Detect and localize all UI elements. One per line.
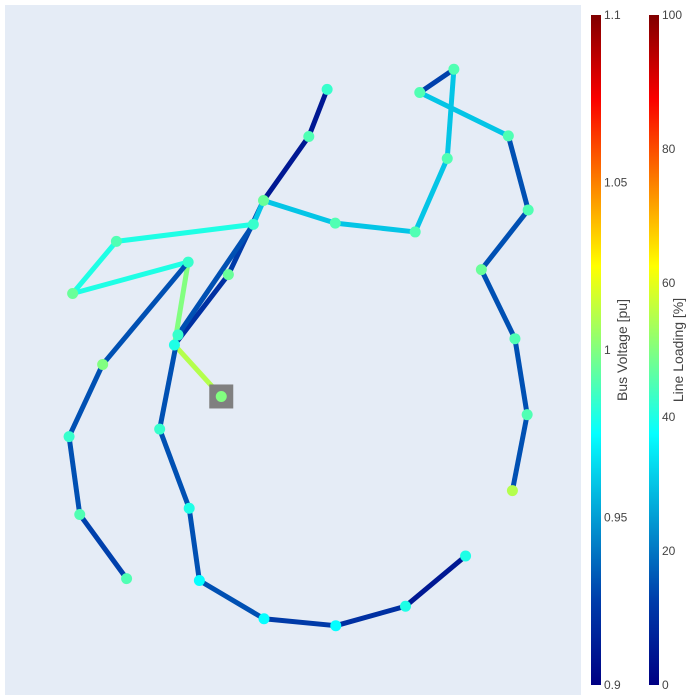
bus-10 [522,204,534,216]
line-12-13 [512,338,530,416]
bus-voltage-colorbar-tick-label: 0.9 [604,678,621,692]
line-loading-colorbar-ticks: 0 20 40 60 80 100 [662,8,682,692]
bus-28 [193,574,205,586]
line-17-26 [157,334,181,430]
line-30-31 [335,603,407,629]
line-5-6 [412,157,450,233]
line-23-24 [66,436,83,515]
bus-9 [502,130,514,142]
bus-3 [247,218,259,230]
line-8-9 [418,90,510,139]
line-11-12 [479,268,518,340]
line-0-1 [306,88,330,138]
line-26-27 [157,428,192,510]
line-loading-colorbar-tick-label: 0 [662,678,669,692]
bus-voltage-colorbar-tick-label: 1 [604,343,611,357]
bus-11 [475,264,487,276]
bus-26 [154,423,166,435]
bus-voltage-colorbar-title: Bus Voltage [pu] [614,299,630,401]
line-1-2 [261,135,311,202]
bus-voltage-colorbar-ticks: 0.9 0.95 1 1.05 1.1 [604,8,628,692]
line-9-10 [505,135,531,211]
bus-24 [74,509,86,521]
bus-5 [409,226,421,238]
line-15-18 [172,273,231,347]
bus-21 [67,287,79,299]
line-2-4 [262,198,337,226]
bus-20 [110,235,122,247]
bus-14 [506,485,518,497]
line-29-30 [263,616,337,629]
bus-voltage-colorbar-tick-label: 1.1 [604,8,621,22]
line-22-23 [66,363,105,438]
bus-0 [321,83,333,95]
line-7-8 [418,67,456,95]
bus-6 [441,152,453,164]
bus-25 [121,573,133,585]
bus-32 [460,550,472,562]
bus-30 [330,620,342,632]
line-layer [66,67,531,629]
bus-15 [222,269,234,281]
bus-18 [168,339,180,351]
bus-voltage-colorbar: 0.9 0.95 1 1.05 1.1 Bus Voltage [pu] [591,8,630,692]
bus-voltage-colorbar-gradient [591,15,601,685]
bus-29 [258,613,270,625]
bus-23 [63,431,75,443]
line-20-21 [70,239,119,296]
bus-voltage-colorbar-tick-label: 0.95 [604,511,628,525]
line-loading-colorbar-tick-label: 20 [662,544,676,558]
bus-12 [509,333,521,345]
line-loading-colorbar-tick-label: 80 [662,142,676,156]
line-19-22 [100,260,191,367]
line-loading-colorbar-gradient [649,15,659,685]
line-21-19 [71,259,189,296]
line-loading-colorbar: 0 20 40 60 80 100 Line Loading [%] [649,8,686,692]
bus-voltage-colorbar-tick-label: 1.05 [604,176,628,190]
bus-2 [258,195,270,207]
line-10-11 [479,208,531,272]
bus-1 [303,130,315,142]
line-6-7 [444,69,457,159]
bus-17 [172,329,184,341]
bus-16 [215,390,227,402]
line-27-28 [186,507,202,581]
line-4-5 [335,220,416,235]
line-loading-colorbar-tick-label: 60 [662,276,676,290]
bus-7 [448,63,460,75]
plot-area [5,5,581,695]
line-24-25 [77,513,129,581]
line-31-32 [403,554,468,609]
line-13-14 [509,414,530,492]
line-loading-colorbar-title: Line Loading [%] [670,298,686,402]
bus-31 [400,600,412,612]
line-28-29 [198,578,266,621]
bus-19 [182,256,194,268]
bus-4 [329,217,341,229]
bus-22 [97,358,109,370]
bus-layer [63,63,534,632]
bus-13 [521,409,533,421]
line-loading-colorbar-tick-label: 40 [662,410,676,424]
line-loading-colorbar-tick-label: 100 [662,8,682,22]
line-3-20 [116,221,254,244]
bus-8 [414,87,426,99]
line-3-17 [175,222,256,337]
bus-27 [183,502,195,514]
